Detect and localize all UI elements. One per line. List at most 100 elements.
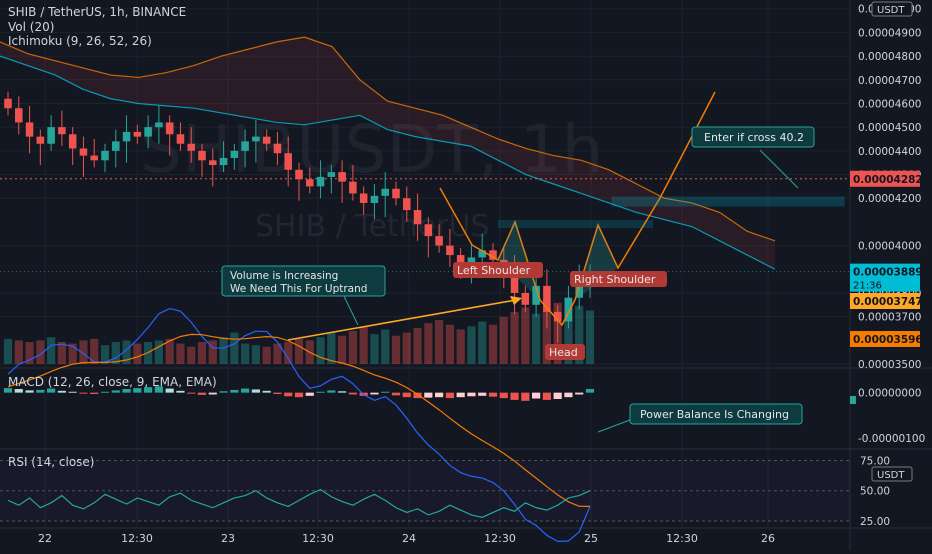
candle-body bbox=[101, 150, 109, 161]
macd-histogram-bar bbox=[391, 392, 401, 396]
candle-body bbox=[338, 172, 346, 182]
currency-box bbox=[871, 1, 913, 17]
candle-body bbox=[90, 155, 98, 161]
volume-bar bbox=[14, 340, 23, 364]
rsi-tick-label: 75.00 bbox=[860, 455, 890, 467]
macd-histogram-bar bbox=[327, 390, 336, 393]
candle-body bbox=[510, 271, 519, 293]
callout-pointer bbox=[759, 149, 799, 189]
candle-body bbox=[316, 176, 325, 187]
enter-note-label: Enter if cross 40.2 bbox=[704, 131, 804, 144]
volume-bar bbox=[542, 309, 551, 364]
cloud-fill bbox=[0, 37, 775, 270]
volume-bar bbox=[133, 343, 142, 364]
candle-body bbox=[241, 141, 249, 151]
volume-bar bbox=[391, 335, 401, 364]
macd-histogram-bar bbox=[230, 389, 239, 393]
candle-body bbox=[273, 143, 282, 154]
power-note-label-box bbox=[629, 403, 803, 425]
volume-bar bbox=[230, 332, 239, 364]
candle-body bbox=[478, 250, 486, 258]
candle-body bbox=[349, 181, 357, 194]
candle-body bbox=[284, 153, 292, 170]
volume-bar bbox=[359, 326, 368, 364]
candle-body bbox=[370, 195, 379, 203]
candle-body bbox=[306, 179, 314, 187]
candle-body bbox=[155, 122, 163, 128]
macd-histogram-bar bbox=[348, 392, 357, 395]
candle-body bbox=[68, 134, 77, 149]
senkou-a-line bbox=[0, 36, 776, 242]
candle-body bbox=[521, 292, 530, 305]
macd-histogram-bar bbox=[251, 389, 260, 393]
ichimoku-legend[interactable]: Ichimoku (9, 26, 52, 26) bbox=[8, 34, 152, 48]
candle-body bbox=[359, 193, 368, 203]
volume-bar bbox=[36, 340, 45, 364]
annotation-line: Volume is Increasing bbox=[230, 270, 338, 282]
neckline-zone bbox=[498, 220, 653, 228]
candle-body bbox=[58, 127, 66, 135]
rsi-legend[interactable]: RSI (14, close) bbox=[8, 455, 95, 469]
volume-bar bbox=[273, 343, 282, 364]
macd-histogram-bar bbox=[521, 392, 530, 401]
macd-histogram-bar bbox=[305, 392, 314, 396]
time-tick-label: 22 bbox=[38, 532, 52, 545]
macd-histogram-bar bbox=[467, 392, 476, 397]
macd-histogram-bar bbox=[316, 391, 325, 393]
watermark-small: SHIB / TetherUS bbox=[255, 209, 489, 244]
macd-histogram-bar bbox=[575, 392, 584, 395]
rsi-band bbox=[0, 460, 850, 521]
volume-bar bbox=[111, 342, 120, 364]
symbol-title[interactable]: SHIB / TetherUS, 1h, BINANCE bbox=[8, 5, 187, 19]
price-tick-label: 0.00003500 bbox=[858, 359, 921, 371]
volume-bar bbox=[294, 338, 304, 364]
volume-bar bbox=[165, 338, 174, 364]
candle-body bbox=[112, 141, 120, 151]
candle-body bbox=[564, 297, 573, 322]
macd-histogram-bar bbox=[564, 392, 573, 398]
macd-histogram-bar bbox=[445, 392, 454, 399]
rsi-tick-label: 25.00 bbox=[860, 516, 890, 528]
macd-histogram-bar bbox=[187, 392, 196, 394]
power-note-label: Power Balance Is Changing bbox=[640, 408, 789, 421]
volume-bar bbox=[381, 329, 390, 364]
volume-bar bbox=[100, 345, 110, 364]
macd-histogram-bar bbox=[478, 392, 487, 396]
rsi-currency-box bbox=[871, 466, 913, 482]
price-tag-2: 0.00003747 bbox=[853, 296, 923, 308]
time-tick-label: 12:30 bbox=[121, 532, 153, 545]
volume-legend[interactable]: Vol (20) bbox=[8, 20, 55, 34]
price-tick-label: 0.00004500 bbox=[858, 122, 921, 134]
macd-histogram-bar bbox=[197, 392, 207, 395]
macd-histogram-bar bbox=[100, 391, 110, 393]
price-tick-label: 0.00004000 bbox=[858, 241, 921, 253]
macd-legend[interactable]: MACD (12, 26, close, 9, EMA, EMA) bbox=[8, 375, 217, 389]
price-tag-3: 0.00003596 bbox=[853, 334, 923, 346]
volume-bar bbox=[445, 324, 454, 364]
macd-histogram-bar bbox=[338, 391, 347, 393]
macd-histogram-bar bbox=[424, 392, 433, 398]
macd-histogram-bar bbox=[57, 390, 66, 393]
macd-histogram-bar bbox=[370, 392, 379, 395]
enter-note-label-box bbox=[691, 126, 815, 148]
candle-body bbox=[176, 134, 185, 144]
time-tick-label: 25 bbox=[584, 532, 598, 545]
macd-histogram-bar bbox=[208, 392, 217, 395]
rsi-currency-label: USDT bbox=[877, 470, 905, 481]
macd-histogram-bar bbox=[435, 392, 444, 398]
candle-body bbox=[122, 131, 131, 142]
time-tick-label: 26 bbox=[761, 532, 775, 545]
price-tick-label: 0.00004700 bbox=[858, 75, 921, 87]
macd-marker bbox=[850, 396, 856, 404]
macd-histogram-bar bbox=[36, 389, 45, 393]
head-label-box bbox=[545, 344, 585, 360]
macd-histogram-bar bbox=[262, 390, 271, 393]
candle-body bbox=[36, 136, 45, 144]
volume-bar bbox=[413, 327, 422, 364]
macd-histogram-bar bbox=[553, 392, 562, 399]
price-tick-label: 0.00004400 bbox=[858, 146, 921, 158]
candle-body bbox=[165, 122, 174, 135]
price-tag-resistance: 0.00004282 bbox=[853, 174, 923, 186]
candle-body bbox=[413, 210, 422, 225]
